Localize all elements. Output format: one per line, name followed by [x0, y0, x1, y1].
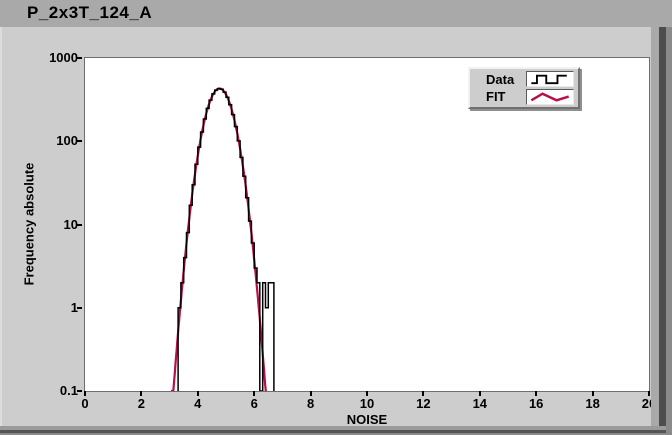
window-bottom-bevel-edge [0, 433, 666, 435]
y-tick-mark [77, 57, 82, 59]
x-tick-mark [535, 391, 538, 396]
y-tick-label: 1 [70, 299, 78, 315]
x-tick-label: 4 [194, 396, 202, 411]
x-axis-title: NOISE [346, 412, 388, 427]
x-tick-mark [196, 391, 199, 396]
window-right-bevel-outer [651, 27, 659, 435]
y-tick-label: 100 [56, 133, 78, 149]
y-tick-mark [77, 306, 82, 309]
y-tick-label: 1000 [49, 50, 78, 65]
x-tick-label: 16 [528, 396, 544, 411]
window-right-bevel-edge [666, 27, 672, 435]
y-tick-mark [77, 223, 82, 226]
data-histogram-path [177, 87, 275, 391]
x-tick-label: 14 [472, 396, 488, 411]
plot-svg [171, 87, 275, 391]
x-tick-label: 8 [306, 396, 315, 411]
x-tick-mark [591, 391, 594, 396]
legend-item-data[interactable]: Data [474, 71, 574, 88]
x-tick-mark [140, 391, 143, 396]
x-tick-mark [366, 391, 368, 396]
title-bar: P_2x3T_124_A [0, 0, 672, 27]
y-tick-label: 0.1 [59, 383, 78, 398]
x-tick-label: 18 [585, 396, 600, 411]
x-tick-mark [648, 391, 650, 396]
window-bottom-bevel-outer [0, 426, 666, 430]
x-tick-label: 10 [359, 396, 375, 411]
legend-item-fit[interactable]: FIT [474, 88, 574, 105]
x-tick-mark [84, 391, 86, 396]
x-tick-mark [253, 391, 256, 396]
x-tick-label: 6 [250, 396, 258, 411]
plot-area[interactable] [84, 57, 650, 392]
legend-label-data: Data [486, 71, 515, 87]
y-tick-mark [77, 140, 82, 143]
x-tick-mark [478, 391, 481, 396]
x-tick-label: 2 [137, 396, 146, 411]
legend-label-fit: FIT [486, 89, 506, 105]
zigzag-line-icon [530, 92, 570, 102]
x-tick-mark [422, 391, 425, 396]
window-left-bevel [0, 27, 2, 435]
window-right-bevel-dark [659, 27, 666, 435]
square-wave-icon [531, 74, 567, 85]
window-title: P_2x3T_124_A [27, 3, 153, 22]
y-tick-mark [77, 390, 82, 392]
legend-swatch-fit[interactable] [526, 88, 574, 105]
window-bottom-bevel-dark [0, 430, 666, 433]
fit-curve-path [171, 87, 267, 391]
x-tick-mark [309, 391, 312, 396]
x-tick-label: 0 [81, 396, 89, 411]
y-tick-label: 10 [63, 216, 78, 232]
legend-swatch-data[interactable] [526, 71, 574, 88]
x-tick-label: 12 [416, 396, 431, 411]
plot-legend[interactable]: Data FIT [468, 67, 580, 109]
